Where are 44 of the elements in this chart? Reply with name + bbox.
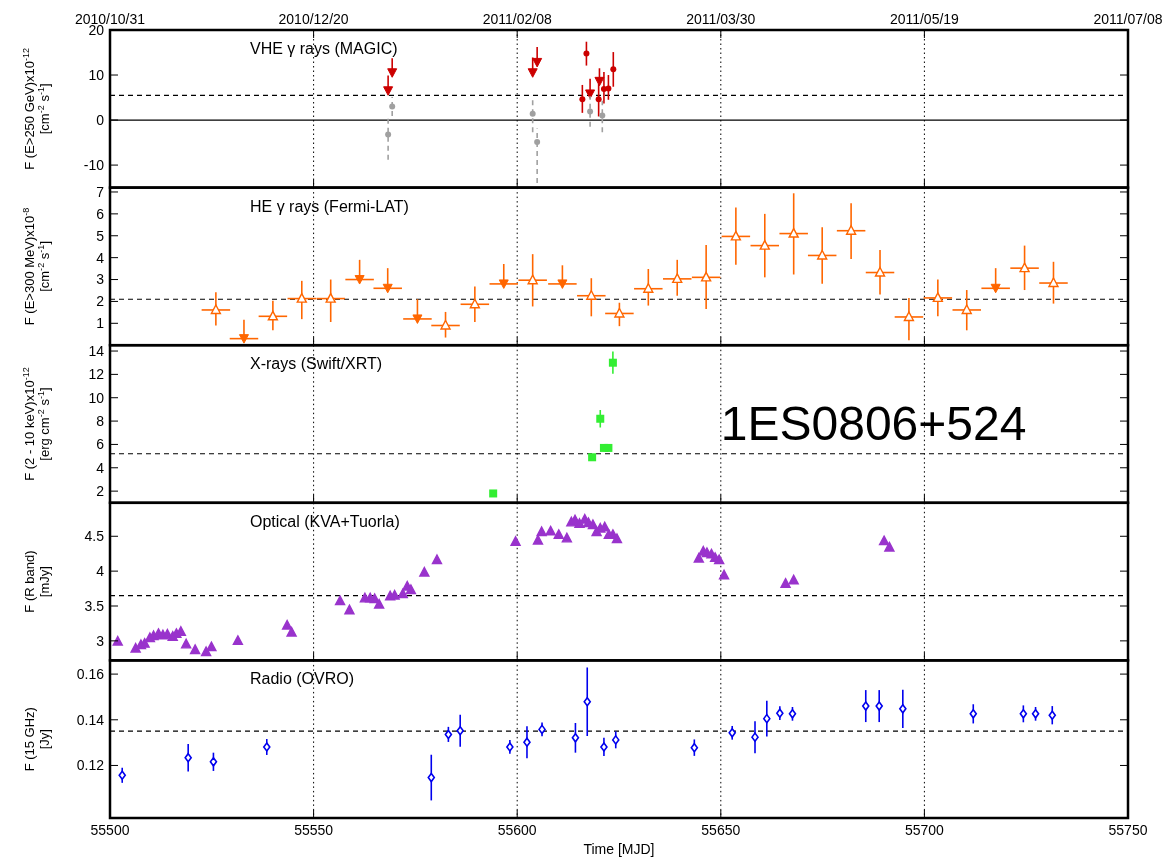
y-tick-label: 0 (96, 111, 105, 128)
y-tick-label: 3.5 (84, 597, 105, 614)
y-axis-title: F (15 GHz) [Jy] (22, 707, 52, 772)
y-tick-label: 0.12 (76, 757, 105, 774)
y-tick-label: 10 (88, 66, 105, 83)
x-tick-label: 55750 (1108, 822, 1148, 838)
y-tick-label: 2 (96, 483, 105, 500)
y-tick-label: 4 (96, 249, 105, 266)
x-tick-label: 55500 (90, 822, 130, 838)
y-tick-label: 4.5 (84, 528, 105, 545)
x-axis-title: Time [MJD] (583, 841, 655, 857)
text: Optical (KVA+Tuorla) (250, 512, 400, 530)
y-tick-label: 10 (88, 389, 105, 406)
y-tick-label: 12 (88, 366, 105, 383)
x-tick-label: 55550 (294, 822, 334, 838)
y-tick-label: -10 (83, 156, 105, 173)
y-tick-label: 3 (96, 632, 105, 649)
y-tick-label: 0.14 (76, 711, 105, 728)
y-tick-label: 4 (96, 563, 105, 580)
y-tick-label: 3 (96, 271, 105, 288)
x2-tick-label: 2011/03/30 (686, 11, 756, 27)
text: HE γ rays (Fermi-LAT) (250, 197, 409, 215)
y-tick-label: 6 (96, 205, 105, 222)
y-tick-label: 5 (96, 227, 105, 244)
y-tick-label: 7 (96, 183, 105, 200)
y-tick-label: 6 (96, 436, 105, 453)
x-tick-label: 55600 (497, 822, 537, 838)
y-tick-label: 1 (96, 315, 105, 332)
text: X-rays (Swift/XRT) (250, 355, 383, 373)
x2-tick-label: 2010/12/20 (278, 11, 349, 27)
y-axis-title: F (R band) [mJy] (22, 550, 52, 613)
x2-tick-label: 2011/02/08 (482, 11, 552, 27)
y-tick-label: 2 (96, 293, 105, 310)
text: VHE γ rays (MAGIC) (250, 40, 398, 57)
x-tick-label: 55700 (904, 822, 945, 838)
x-tick-label: 55650 (701, 822, 741, 838)
text: Radio (OVRO) (250, 670, 355, 688)
y-tick-label: 0.16 (76, 666, 105, 682)
x2-tick-label: 2011/07/08 (1093, 11, 1163, 27)
y-tick-label: 4 (96, 459, 105, 476)
annotation: 1ES0806+524 (720, 397, 1027, 450)
x2-tick-label: 2011/05/19 (889, 11, 960, 27)
y-tick-label: 8 (96, 412, 105, 429)
y-tick-label: 14 (88, 342, 105, 359)
